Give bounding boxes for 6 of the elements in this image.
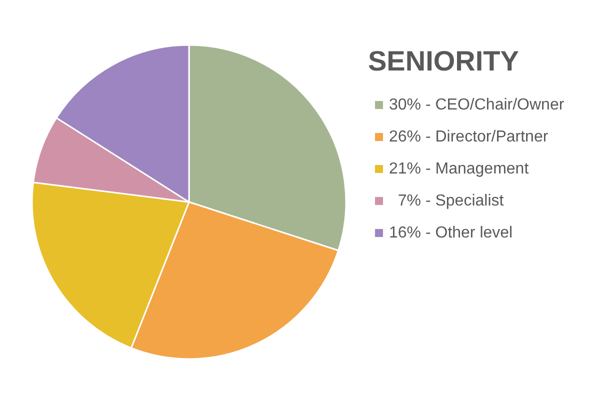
chart-title: SENIORITY xyxy=(368,46,520,76)
legend-label: 30% - CEO/Chair/Owner xyxy=(389,96,565,114)
legend-label: 7% - Specialist xyxy=(389,192,504,210)
legend-label: 16% - Other level xyxy=(389,224,513,242)
legend-label: 21% - Management xyxy=(389,160,530,178)
legend-label: 26% - Director/Partner xyxy=(389,128,549,146)
